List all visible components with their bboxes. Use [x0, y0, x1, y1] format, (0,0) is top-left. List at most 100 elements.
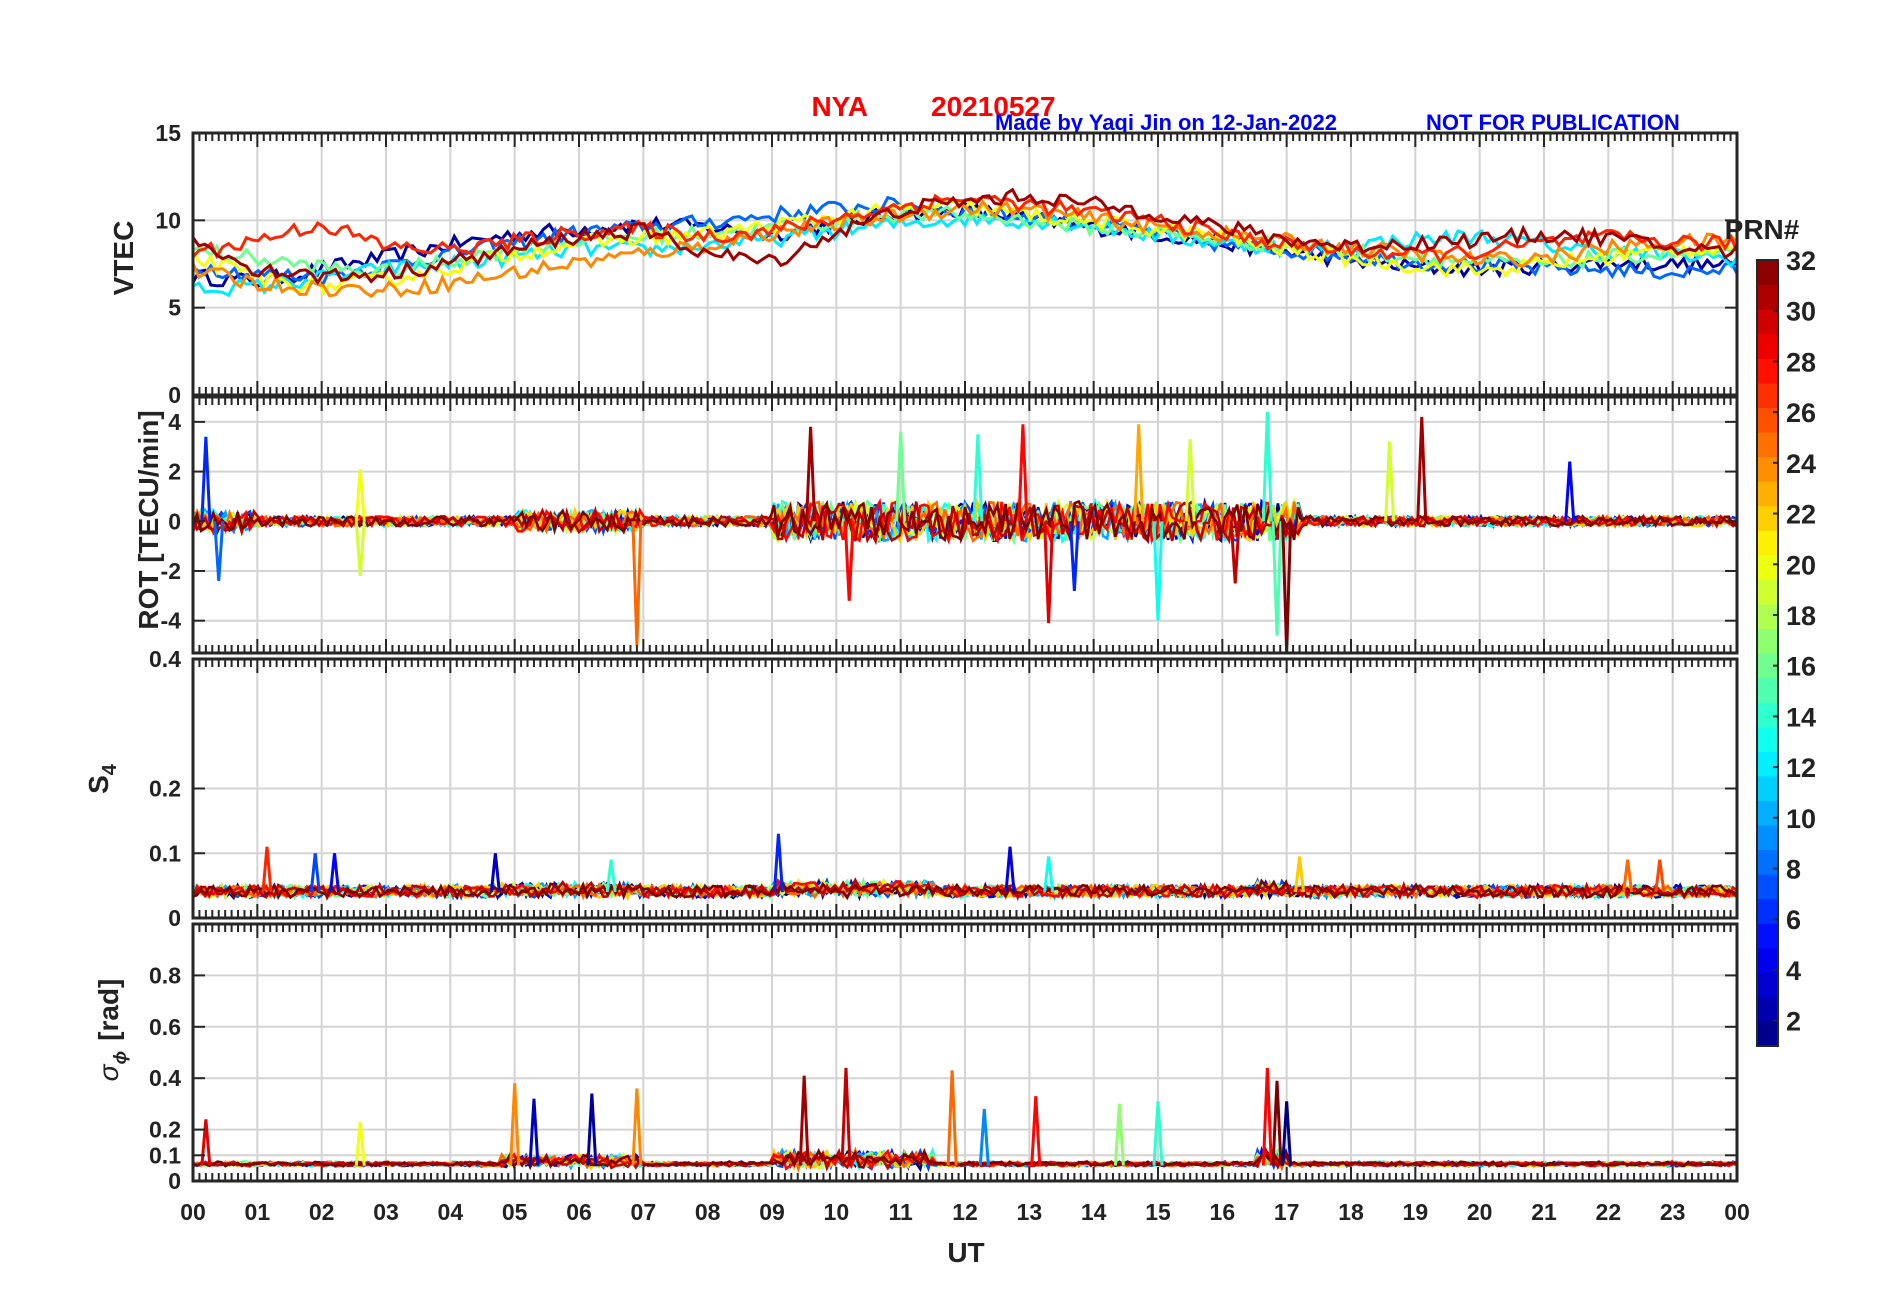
credit-text: Made by Yaqi Jin on 12-Jan-2022 — [995, 110, 1337, 135]
colorbar-swatch — [1757, 505, 1778, 531]
spike-mark — [1654, 859, 1666, 893]
spike-mark — [1261, 1067, 1273, 1166]
trace-line — [193, 878, 1737, 901]
y-tick-label: 0.2 — [149, 1117, 181, 1143]
colorbar-tick-label: 16 — [1786, 652, 1816, 682]
spike-mark — [1229, 521, 1241, 584]
y-tick-label: 0 — [168, 382, 181, 408]
x-tick-label: 22 — [1596, 1199, 1622, 1225]
spike-mark — [1152, 521, 1164, 621]
colorbar-swatch — [1757, 481, 1778, 507]
x-tick-label: 12 — [952, 1199, 978, 1225]
colorbar-tick-label: 18 — [1786, 601, 1816, 631]
y-tick-label: 0 — [168, 905, 181, 931]
colorbar-tick-label: 2 — [1786, 1007, 1801, 1037]
spike-mark — [354, 1121, 366, 1166]
svg-text:σϕ[rad]: σϕ [rad] — [93, 979, 130, 1082]
spike-mark — [895, 431, 907, 522]
spike-mark — [1384, 441, 1396, 522]
spike-mark — [1564, 461, 1576, 522]
spike-mark — [605, 859, 617, 893]
spike-mark — [631, 1088, 643, 1166]
trace-line — [193, 1147, 1737, 1171]
spike-mark — [200, 1119, 212, 1166]
spike-mark — [840, 1067, 852, 1166]
y-tick-label: 0 — [168, 508, 181, 534]
colorbar-swatch — [1757, 456, 1778, 482]
colorbar-tick-label: 22 — [1786, 500, 1816, 530]
colorbar-tick-label: 10 — [1786, 804, 1816, 834]
y-tick-label: 10 — [155, 207, 181, 233]
colorbar-tick-label: 26 — [1786, 398, 1816, 428]
spike-mark — [631, 521, 643, 646]
y-tick-label: 2 — [168, 459, 181, 485]
colorbar-swatch — [1757, 996, 1778, 1023]
colorbar-swatch — [1757, 358, 1778, 384]
y-tick-label: -2 — [161, 558, 181, 584]
spike-mark — [354, 468, 366, 522]
x-tick-label: 23 — [1660, 1199, 1686, 1225]
spike-mark — [1622, 859, 1634, 893]
y-tick-label: 4 — [168, 409, 181, 435]
sigma-unit: [rad] — [93, 979, 124, 1041]
colorbar-swatch — [1757, 603, 1778, 630]
x-tick-label: 15 — [1145, 1199, 1171, 1225]
spike-mark — [772, 833, 784, 893]
spike-mark — [978, 1108, 990, 1166]
sigma-phi-panel: 00.10.2 0.4 0.6 0.8 — [149, 922, 1739, 1194]
rot-panel: -4 -2 0 2 4 — [161, 395, 1739, 655]
x-tick-label: 10 — [824, 1199, 850, 1225]
x-tick-label: 04 — [438, 1199, 464, 1225]
spike-mark — [1416, 416, 1428, 522]
colorbar-swatch — [1757, 726, 1778, 752]
x-tick-label: 01 — [245, 1199, 271, 1225]
trace-line — [193, 877, 1737, 901]
y-tick-label: 0.1 — [149, 1142, 181, 1168]
data-traces — [193, 187, 1737, 299]
colorbar-swatch — [1757, 923, 1778, 949]
y-tick-label: 0.6 — [149, 1014, 181, 1040]
vtec-series-line — [193, 187, 1737, 286]
x-tick-label: 05 — [502, 1199, 528, 1225]
x-tick-label: 17 — [1274, 1199, 1300, 1225]
x-tick-label: 02 — [309, 1199, 335, 1225]
sigma-symbol: σ — [93, 1063, 124, 1081]
spike-mark — [1133, 424, 1145, 522]
x-tick-label: 16 — [1210, 1199, 1236, 1225]
x-tick-labels: 00 01 02 03 04 05 06 07 08 09 10 11 12 13 14 15 16 17 18 19… — [180, 1199, 1750, 1225]
y-tick-label: 0.4 — [149, 646, 181, 672]
data-traces — [193, 833, 1737, 902]
x-tick-label: 00 — [1724, 1199, 1750, 1225]
spike-mark — [1043, 856, 1055, 893]
colorbar-swatch — [1757, 653, 1778, 679]
rot-ylabel: ROT [TECU/min] — [133, 410, 164, 629]
spike-mark — [1017, 424, 1029, 522]
colorbar-swatch — [1757, 530, 1778, 556]
spike-mark — [805, 426, 817, 522]
vtec-ylabel: VTEC — [108, 221, 139, 296]
date-title: 20210527 — [931, 91, 1056, 122]
spike-mark — [946, 1070, 958, 1166]
colorbar-swatch — [1757, 554, 1778, 580]
colorbar-tick-label: 20 — [1786, 550, 1816, 580]
spike-mark — [213, 521, 225, 582]
colorbar-swatch — [1757, 800, 1778, 826]
colorbar-swatch — [1757, 431, 1778, 458]
phi-subscript: ϕ — [110, 1051, 130, 1065]
notice-text: NOT FOR PUBLICATION — [1426, 110, 1680, 135]
s4-subscript: 4 — [99, 763, 121, 775]
spike-mark — [1152, 1101, 1164, 1166]
spike-mark — [1043, 521, 1055, 624]
colorbar-swatch — [1757, 751, 1778, 777]
trace-line — [193, 499, 1737, 545]
s4-ylabel: S4 — [83, 763, 121, 794]
x-tick-label: 03 — [373, 1199, 399, 1225]
trace-line — [193, 499, 1737, 546]
colorbar-swatch — [1757, 874, 1778, 900]
spike-mark — [200, 436, 212, 522]
x-tick-label: 11 — [889, 1199, 914, 1225]
x-tick-label: 19 — [1403, 1199, 1429, 1225]
colorbar-swatch — [1757, 628, 1778, 654]
y-tick-label: 15 — [155, 120, 181, 146]
